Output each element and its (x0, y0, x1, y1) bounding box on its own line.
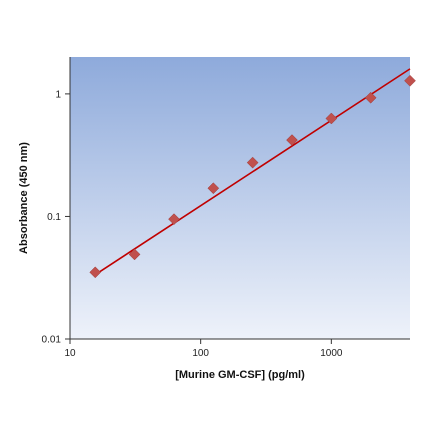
data-point (364, 91, 377, 104)
x-axis-title: [Murine GM-CSF] (pg/ml) (175, 369, 305, 381)
x-tick-label: 10 (64, 348, 76, 359)
y-tick-label: 1 (55, 89, 61, 100)
x-tick-label: 1000 (320, 348, 343, 359)
y-axis-title: Absorbance (450 nm) (18, 142, 30, 254)
data-point (325, 112, 338, 125)
data-point (168, 213, 180, 226)
data-point (246, 156, 259, 169)
y-tick-label: 0.1 (47, 212, 61, 223)
data-point (404, 74, 416, 87)
plot-area (70, 57, 410, 339)
data-point (89, 266, 102, 279)
data-point (128, 248, 141, 261)
data-point (207, 182, 220, 195)
x-tick-label: 100 (192, 348, 209, 359)
fit-line (94, 68, 411, 276)
data-point (286, 134, 298, 146)
y-tick-label: 0.01 (42, 335, 62, 346)
